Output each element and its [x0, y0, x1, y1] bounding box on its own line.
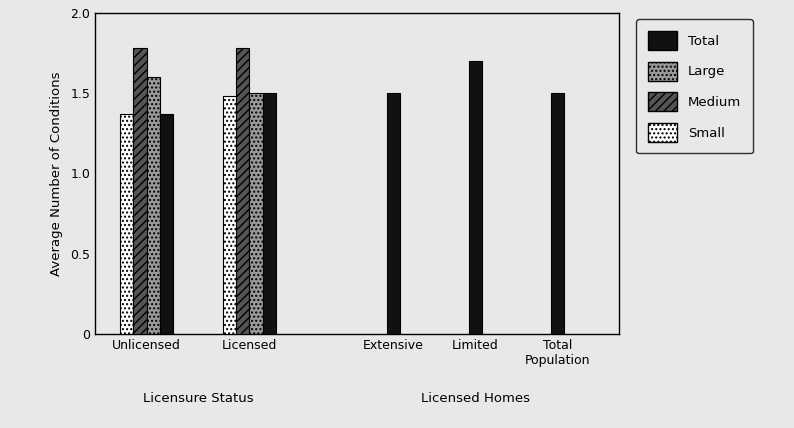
Y-axis label: Average Number of Conditions: Average Number of Conditions [51, 71, 64, 276]
Text: Licensed Homes: Licensed Homes [421, 392, 530, 404]
Bar [263, 93, 276, 334]
Bar [236, 48, 249, 334]
Bar [133, 48, 147, 334]
Bar [222, 96, 236, 334]
Bar [147, 77, 160, 334]
Text: Licensure Status: Licensure Status [143, 392, 253, 404]
Bar [468, 61, 482, 334]
Bar [160, 114, 173, 334]
Legend: Total, Large, Medium, Small: Total, Large, Medium, Small [637, 19, 753, 154]
Bar [551, 93, 565, 334]
Bar [387, 93, 400, 334]
Bar [249, 93, 263, 334]
Bar [120, 114, 133, 334]
